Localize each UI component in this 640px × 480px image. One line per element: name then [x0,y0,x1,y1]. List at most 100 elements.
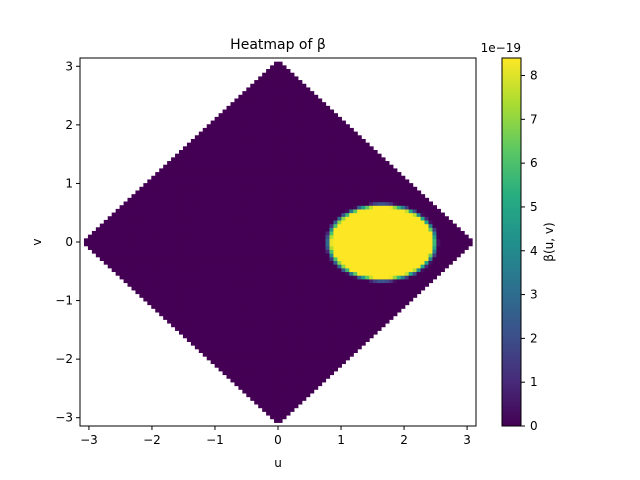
heatmap-cell [182,256,188,261]
heatmap-cell [392,308,398,313]
heatmap-cell [222,230,228,236]
heatmap-cell [190,142,196,147]
heatmap-cell [147,253,152,258]
heatmap-cell [186,315,192,320]
heatmap-cell [361,238,366,243]
heatmap-cell [171,164,176,169]
heatmap-cell [380,304,386,309]
heatmap-cell [345,205,350,210]
heatmap-cell [388,256,394,261]
heatmap-cell [230,319,236,324]
heatmap-cell [250,322,255,328]
heatmap-cell [143,219,148,225]
heatmap-cell [365,146,370,151]
heatmap-cell [289,201,295,206]
heatmap-cell [301,253,307,258]
heatmap-cell [293,275,299,280]
heatmap-cell [274,345,279,350]
heatmap-cell [281,326,287,331]
heatmap-cell [329,326,335,331]
heatmap-cell [285,135,291,140]
heatmap-cell [317,234,323,239]
heatmap-cell [270,352,275,357]
heatmap-cell [329,249,335,254]
heatmap-cell [384,172,390,177]
heatmap-cell [246,385,251,390]
heatmap-cell [321,227,327,232]
heatmap-cell [412,234,418,239]
heatmap-cell [194,238,200,243]
heatmap-cell [353,297,358,302]
heatmap-cell [262,161,267,166]
heatmap-cell [345,142,350,147]
heatmap-cell [337,205,342,210]
heatmap-cell [234,146,239,151]
heatmap-cell [278,326,283,331]
heatmap-cell [222,319,228,324]
heatmap-cell [400,205,406,210]
heatmap-cell [341,153,346,158]
heatmap-cell [448,260,453,265]
heatmap-cell [274,403,279,409]
heatmap-cell [163,230,168,236]
heatmap-cell [412,216,418,221]
heatmap-cell [238,348,243,353]
heatmap-cell [349,256,354,261]
heatmap-cell [222,150,228,155]
heatmap-cell [175,168,180,173]
heatmap-cell [198,201,204,206]
heatmap-cell [345,345,350,350]
heatmap-cell [329,109,335,114]
heatmap-cell [325,190,331,195]
heatmap-cell [186,201,192,206]
heatmap-cell [230,245,236,250]
heatmap-cell [305,389,311,394]
heatmap-cell [329,245,335,250]
heatmap-cell [400,300,406,306]
heatmap-cell [151,183,156,188]
heatmap-cell [202,348,208,353]
heatmap-cell [111,230,117,236]
heatmap-cell [278,238,283,243]
heatmap-cell [202,278,208,284]
heatmap-cell [420,282,426,287]
heatmap-cell [416,234,422,239]
heatmap-cell [151,253,156,258]
heatmap-cell [214,319,220,324]
heatmap-cell [163,286,168,291]
heatmap-cell [210,150,216,155]
heatmap-cell [250,142,255,147]
heatmap-cell [341,297,346,302]
heatmap-cell [317,334,323,339]
heatmap-cell [380,267,386,273]
heatmap-cell [285,69,291,74]
heatmap-cell [412,278,418,284]
heatmap-cell [147,183,152,188]
heatmap-cell [325,153,331,158]
heatmap-cell [404,300,410,306]
heatmap-cell [254,300,259,306]
heatmap-cell [396,183,402,188]
heatmap-cell [194,157,200,162]
heatmap-cell [325,275,331,280]
heatmap-cell [345,219,350,225]
heatmap-cell [230,300,236,306]
heatmap-cell [341,127,346,133]
heatmap-cell [373,256,378,261]
heatmap-cell [321,322,327,328]
heatmap-cell [214,135,220,140]
heatmap-cell [365,304,370,309]
heatmap-cell [167,172,172,177]
heatmap-cell [194,308,200,313]
heatmap-cell [230,175,236,181]
heatmap-cell [396,286,402,291]
heatmap-cell [337,124,342,129]
heatmap-cell [202,289,208,295]
heatmap-cell [444,260,449,265]
heatmap-cell [242,348,247,353]
heatmap-cell [103,242,109,247]
heatmap-cell [242,271,247,276]
heatmap-cell [305,91,311,96]
heatmap-cell [293,168,299,173]
